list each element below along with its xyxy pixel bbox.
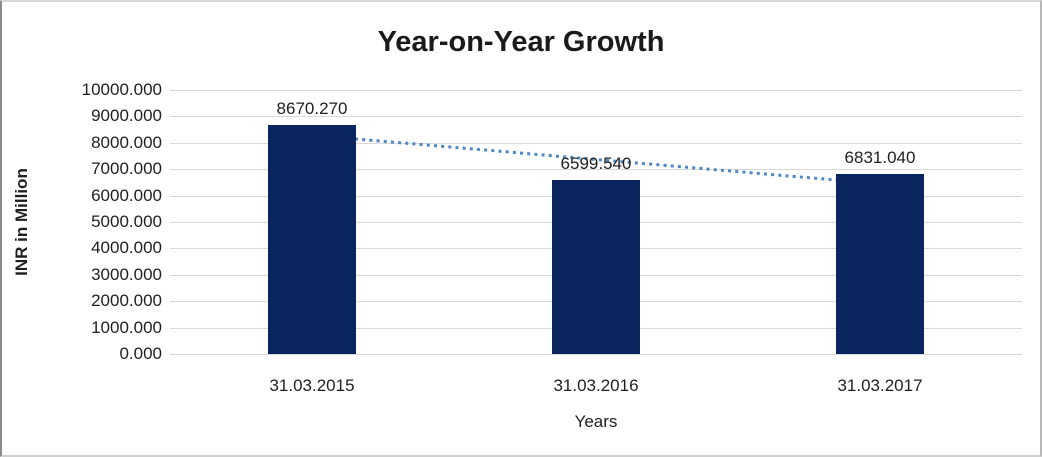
y-tick-label: 8000.000: [91, 132, 162, 152]
x-tick-label: 31.03.2017: [837, 376, 923, 395]
y-tick-label: 5000.000: [91, 212, 162, 231]
bar-data-label: 8670.270: [276, 99, 348, 118]
bar: [268, 125, 356, 354]
y-tick-label: 0.000: [119, 344, 162, 363]
bar-data-label: 6831.040: [844, 148, 916, 167]
chart-title: Year-on-Year Growth: [377, 26, 665, 58]
gridline: [170, 354, 1022, 355]
y-tick-label: 4000.000: [91, 238, 162, 258]
y-tick-label: 10000.000: [81, 80, 162, 99]
y-tick-label: 1000.000: [91, 317, 162, 337]
x-tick-label: 31.03.2015: [269, 376, 355, 395]
gridline: [170, 116, 1022, 118]
y-axis-title: INR in Million: [12, 168, 31, 276]
gridline: [170, 90, 1022, 91]
bar: [836, 174, 924, 354]
x-axis-title: Years: [574, 412, 618, 431]
y-tick-label: 2000.000: [91, 291, 162, 311]
bar: [552, 180, 640, 354]
y-tick-label: 3000.000: [91, 264, 162, 284]
y-tick-label: 9000.000: [91, 106, 162, 126]
bar-data-label: 6599.540: [560, 154, 632, 173]
y-tick-label: 7000.000: [91, 159, 162, 179]
y-tick-label: 6000.000: [91, 185, 162, 205]
x-tick-label: 31.03.2016: [553, 376, 639, 395]
